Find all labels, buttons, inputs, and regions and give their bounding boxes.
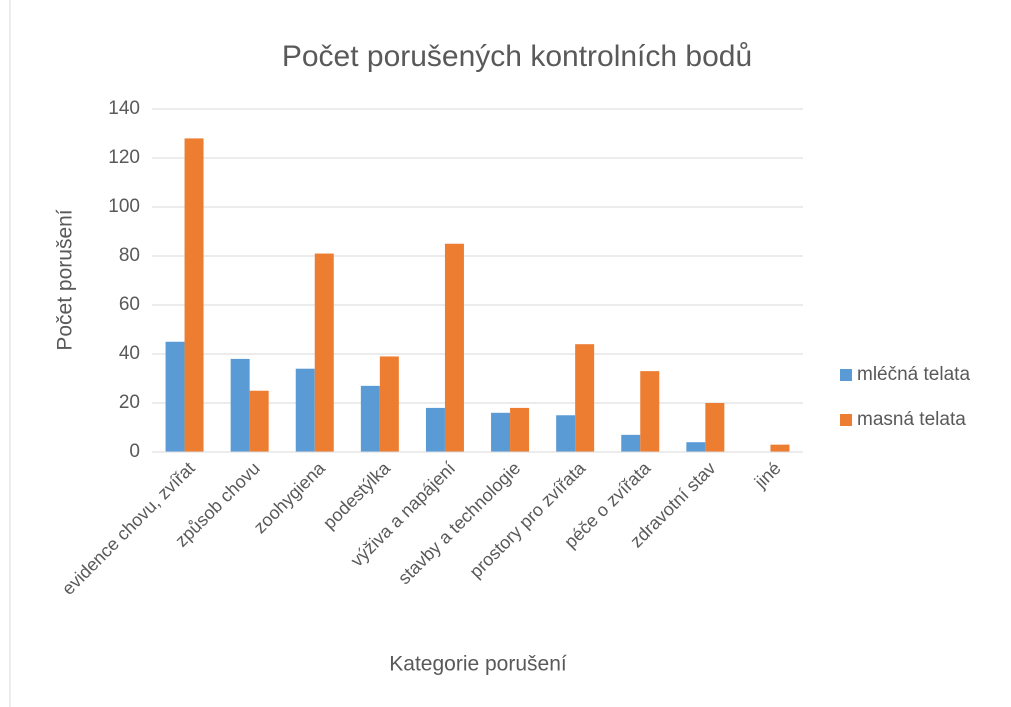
bar [314, 253, 334, 452]
bar [556, 415, 576, 452]
bar [491, 412, 511, 452]
bar [621, 434, 641, 452]
bar [249, 390, 269, 452]
y-tick-label: 20 [119, 392, 140, 413]
bar [705, 403, 725, 452]
bar [379, 356, 399, 452]
bar [165, 341, 185, 452]
chart-title: Počet porušených kontrolních bodů [282, 40, 752, 73]
y-tick-label: 140 [108, 98, 140, 119]
bar [770, 444, 790, 452]
legend-swatch [840, 414, 852, 426]
x-tick-label: prostory pro zvířata [466, 457, 590, 581]
x-tick-label: stavby a technologie [394, 458, 524, 588]
bar [686, 442, 706, 452]
y-axis-title: Počet porušení [54, 209, 77, 350]
x-axis-title: Kategorie porušení [389, 653, 567, 676]
legend-label: mléčná telata [857, 364, 970, 385]
y-tick-label: 0 [129, 441, 140, 462]
bar [184, 138, 204, 452]
x-tick-label: jiné [750, 458, 785, 493]
y-tick-label: 40 [119, 343, 140, 364]
bar [444, 243, 464, 452]
bar [295, 368, 315, 452]
x-tick-label: zoohygiena [250, 457, 330, 537]
y-tick-label: 120 [108, 147, 140, 168]
x-tick-label: evidence chovu, zvířat [58, 458, 199, 599]
bar [575, 344, 595, 452]
y-tick-label: 100 [108, 196, 140, 217]
chart-border [9, 0, 11, 707]
legend-label: masná telata [857, 409, 966, 430]
y-tick-label: 60 [119, 294, 140, 315]
bar [425, 407, 445, 452]
y-tick-label: 80 [119, 245, 140, 266]
bar [510, 407, 530, 452]
bar [640, 371, 660, 452]
bar [360, 385, 380, 452]
legend-swatch [840, 369, 852, 381]
bar [230, 358, 250, 452]
